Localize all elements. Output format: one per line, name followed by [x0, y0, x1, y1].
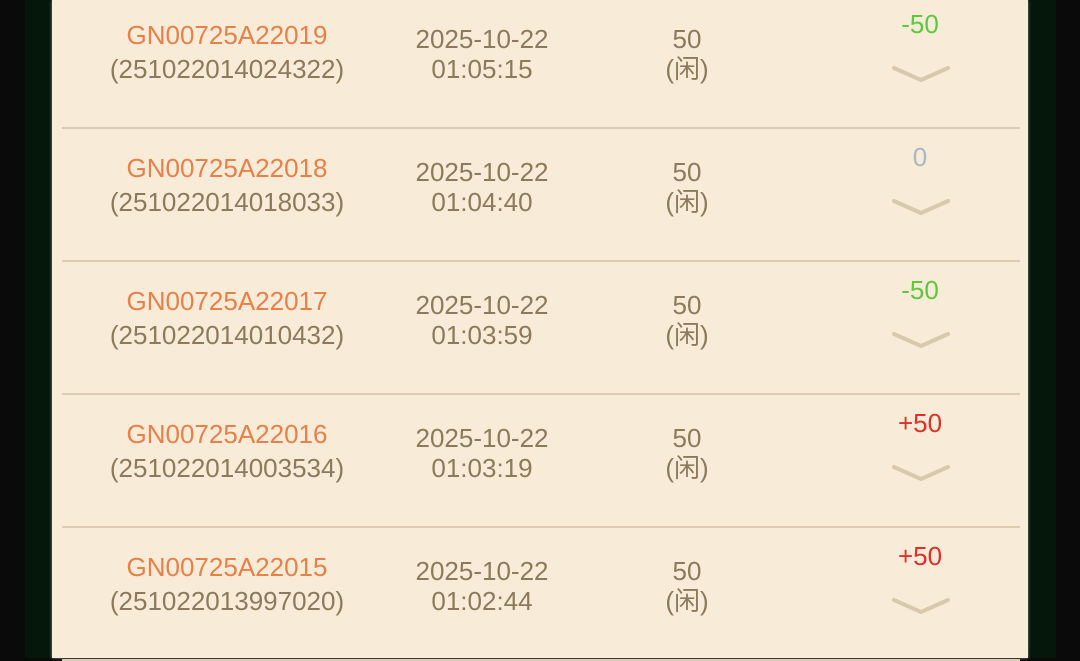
result-amount: 0 [912, 142, 928, 172]
bet-time: 01:02:44 [431, 586, 533, 616]
bet-record-row[interactable]: GN00725A22016 (251022014003534) 2025-10-… [62, 393, 1020, 528]
bet-history-panel: GN00725A22019 (251022014024322) 2025-10-… [52, 0, 1028, 661]
bet-record-row[interactable]: GN00725A22019 (251022014024322) 2025-10-… [62, 0, 1020, 129]
bet-date: 2025-10-22 [415, 556, 549, 586]
result-amount: -50 [901, 275, 939, 305]
background [1028, 0, 1056, 658]
chevron-down-icon[interactable] [892, 197, 950, 217]
bet-record-row[interactable]: GN00725A22018 (251022014018033) 2025-10-… [62, 127, 1020, 262]
time-cell: 2025-10-22 01:04:40 [382, 157, 582, 217]
bet-time: 01:05:15 [431, 54, 533, 84]
bet-amount: 50 [672, 556, 702, 586]
time-cell: 2025-10-22 01:03:19 [382, 423, 582, 483]
amount-cell: 50 (闲) [592, 157, 782, 217]
bet-time: 01:04:40 [431, 187, 533, 217]
chevron-down-icon[interactable] [892, 463, 950, 483]
bet-amount: 50 [672, 423, 702, 453]
chevron-down-icon[interactable] [892, 596, 950, 616]
bet-side: (闲) [665, 586, 709, 616]
amount-cell: 50 (闲) [592, 24, 782, 84]
bet-side: (闲) [665, 320, 709, 350]
game-id: GN00725A22018 [126, 153, 328, 183]
result-amount: -50 [901, 9, 939, 39]
game-id-cell: GN00725A22016 (251022014003534) [62, 417, 392, 485]
chevron-down-icon[interactable] [892, 330, 950, 350]
bet-amount: 50 [672, 290, 702, 320]
order-id: (251022014024322) [109, 54, 345, 84]
game-id-cell: GN00725A22015 (251022013997020) [62, 550, 392, 618]
order-id: (251022013997020) [109, 586, 345, 616]
background [25, 0, 53, 658]
chevron-down-icon[interactable] [892, 64, 950, 84]
order-id: (251022014010432) [109, 320, 345, 350]
game-id-cell: GN00725A22017 (251022014010432) [62, 284, 392, 352]
bet-side: (闲) [665, 453, 709, 483]
order-id: (251022014018033) [109, 187, 345, 217]
bet-amount: 50 [672, 24, 702, 54]
game-id: GN00725A22016 [126, 419, 328, 449]
bet-record-row[interactable]: GN00725A22015 (251022013997020) 2025-10-… [62, 526, 1020, 661]
bet-side: (闲) [665, 54, 709, 84]
bet-record-row[interactable]: GN00725A22017 (251022014010432) 2025-10-… [62, 260, 1020, 395]
game-id: GN00725A22015 [126, 552, 328, 582]
bet-time: 01:03:59 [431, 320, 533, 350]
game-id: GN00725A22017 [126, 286, 328, 316]
bet-side: (闲) [665, 187, 709, 217]
order-id: (251022014003534) [109, 453, 345, 483]
amount-cell: 50 (闲) [592, 556, 782, 616]
time-cell: 2025-10-22 01:03:59 [382, 290, 582, 350]
game-id-cell: GN00725A22019 (251022014024322) [62, 18, 392, 86]
amount-cell: 50 (闲) [592, 290, 782, 350]
amount-cell: 50 (闲) [592, 423, 782, 483]
time-cell: 2025-10-22 01:02:44 [382, 556, 582, 616]
game-id-cell: GN00725A22018 (251022014018033) [62, 151, 392, 219]
time-cell: 2025-10-22 01:05:15 [382, 24, 582, 84]
bet-date: 2025-10-22 [415, 290, 549, 320]
bet-time: 01:03:19 [431, 453, 533, 483]
result-amount: +50 [897, 541, 943, 571]
bet-date: 2025-10-22 [415, 423, 549, 453]
bet-date: 2025-10-22 [415, 157, 549, 187]
bet-date: 2025-10-22 [415, 24, 549, 54]
result-amount: +50 [897, 408, 943, 438]
bet-amount: 50 [672, 157, 702, 187]
game-id: GN00725A22019 [126, 20, 328, 50]
